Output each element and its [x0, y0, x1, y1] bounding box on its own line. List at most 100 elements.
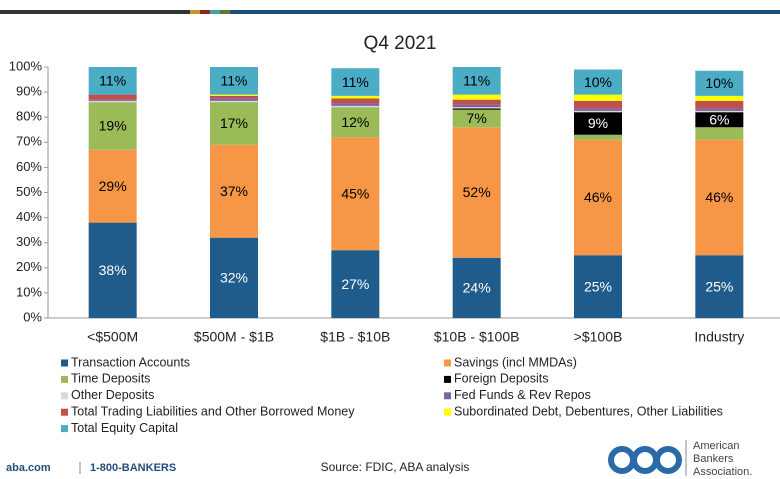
data-label: 12%: [341, 114, 369, 130]
y-tick-label: 40%: [16, 209, 42, 224]
bar-segment: [331, 95, 380, 99]
data-label: 11%: [463, 73, 490, 89]
legend-swatch: [61, 375, 68, 383]
legend-swatch: [444, 375, 451, 383]
legend-label: Other Deposits: [71, 388, 154, 402]
source-note: Source: FDIC, ABA analysis: [321, 460, 470, 474]
legend-swatch: [61, 408, 68, 416]
legend-swatch: [61, 425, 68, 433]
bar-segment: [695, 110, 744, 113]
bar-segment: [695, 127, 744, 140]
y-tick-label: 80%: [16, 109, 42, 124]
bar-segment: [574, 112, 622, 135]
y-tick-label: 50%: [16, 184, 42, 199]
bar-segment: [452, 257, 501, 318]
bar-segment: [574, 69, 622, 95]
data-label: 10%: [584, 74, 612, 90]
logo-ring: [631, 446, 659, 474]
bar-segment: [331, 137, 380, 251]
bar-segment: [574, 139, 622, 256]
bar-segment: [452, 108, 501, 110]
bar-segment: [210, 98, 258, 101]
bar-segment: [331, 105, 380, 108]
data-label: 11%: [342, 74, 369, 90]
bar-segment: [88, 100, 137, 103]
data-label: 24%: [463, 280, 491, 296]
bar-segment: [695, 108, 744, 111]
bar-segment: [695, 100, 744, 109]
header-stripe: [220, 10, 230, 14]
bar-segment: [331, 250, 380, 318]
logo-text: American: [693, 440, 739, 452]
y-tick-label: 0%: [23, 309, 42, 324]
bar-segment: [452, 109, 501, 128]
bar-segment: [88, 99, 137, 101]
bar-segment: [210, 67, 258, 95]
data-label: 19%: [99, 118, 127, 134]
logo: [608, 446, 682, 474]
data-label: 25%: [584, 278, 612, 294]
bar-segment: [452, 104, 501, 108]
bar-segment: [695, 139, 744, 256]
bar-segment: [88, 102, 137, 150]
y-tick-label: 90%: [16, 84, 42, 99]
bar-segment: [210, 237, 258, 318]
bar-segment: [210, 102, 258, 145]
bar-segment: [88, 222, 137, 318]
x-tick-label: >$100B: [574, 329, 623, 345]
header-stripe: [210, 10, 220, 14]
bar-segment: [695, 112, 744, 128]
legend-swatch: [444, 408, 451, 416]
data-label: 11%: [99, 73, 126, 89]
bar-segment: [574, 255, 622, 318]
x-tick-label: $500M - $1B: [194, 329, 274, 345]
logo-ring: [654, 446, 682, 474]
bar-segment: [452, 99, 501, 105]
data-label: 17%: [220, 115, 248, 131]
bar-segment: [331, 98, 380, 104]
legend-swatch: [61, 359, 68, 367]
data-label: 10%: [705, 75, 733, 91]
bar-segment: [331, 107, 380, 138]
header-stripe: [190, 10, 200, 14]
data-label: 27%: [341, 276, 369, 292]
bar-segment: [574, 110, 622, 113]
legend-label: Total Trading Liabilities and Other Borr…: [71, 404, 355, 418]
bar-segment: [452, 94, 501, 100]
legend-label: Foreign Deposits: [454, 372, 549, 386]
bar-segment: [210, 100, 258, 103]
bar-segment: [452, 107, 501, 109]
bar-segment: [695, 70, 744, 96]
legend-label: Total Equity Capital: [71, 421, 178, 435]
header-stripe: [200, 10, 210, 14]
bar-segment: [88, 67, 137, 95]
bar-segment: [574, 94, 622, 101]
data-label: 52%: [463, 184, 491, 200]
data-label: 38%: [99, 262, 127, 278]
logo-ring: [608, 446, 636, 474]
y-tick-label: 20%: [16, 259, 42, 274]
data-label: 29%: [99, 178, 127, 194]
bar-segment: [88, 149, 137, 223]
legend-swatch: [61, 392, 68, 400]
data-label: 7%: [467, 110, 487, 126]
bar-segment: [574, 134, 622, 140]
data-label: 37%: [220, 183, 248, 199]
y-tick-label: 60%: [16, 159, 42, 174]
y-tick-label: 70%: [16, 134, 42, 149]
x-tick-label: $10B - $100B: [434, 329, 520, 345]
data-label: 32%: [220, 270, 248, 286]
header-stripe: [230, 10, 780, 14]
bar-segment: [574, 108, 622, 111]
bar-segment: [210, 94, 258, 96]
bar-segment: [695, 95, 744, 101]
data-label: 11%: [221, 73, 248, 89]
legend-label: Savings (incl MMDAs): [454, 355, 577, 369]
data-label: 9%: [588, 115, 608, 131]
chart-title: Q4 2021: [364, 33, 437, 54]
bar-segment: [695, 255, 744, 318]
legend-label: Subordinated Debt, Debentures, Other Lia…: [454, 404, 723, 418]
bar-segment: [210, 95, 258, 99]
header-stripe: [0, 10, 190, 14]
